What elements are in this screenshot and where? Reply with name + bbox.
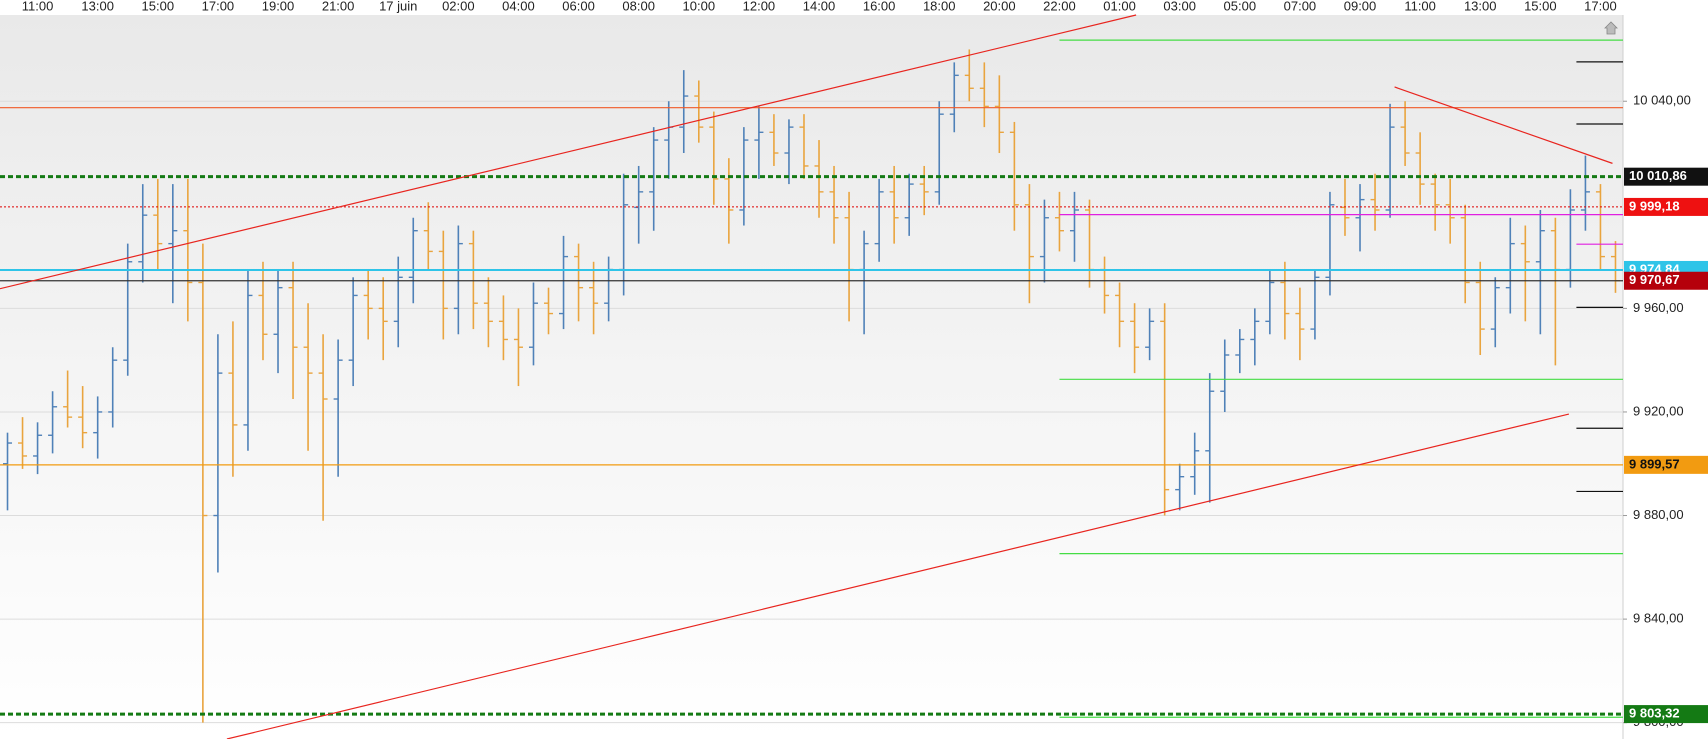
- price-tag-label: 9 899,57: [1629, 456, 1680, 471]
- bars: [3, 49, 1620, 723]
- axes: 10 040,00 9 960,00 9 920,00 9 880,00 9 840,0…: [22, 0, 1708, 729]
- y-tick-label: 9 960,00: [1633, 300, 1684, 315]
- x-tick-label: 11:00: [1404, 0, 1436, 13]
- x-tick-label: 18:00: [923, 0, 956, 13]
- home-button[interactable]: [1604, 21, 1618, 35]
- x-tick-label: 07:00: [1284, 0, 1317, 13]
- y-tick-label: 9 920,00: [1633, 403, 1684, 418]
- x-tick-label: 06:00: [562, 0, 595, 13]
- y-tick-label: 9 840,00: [1633, 611, 1684, 626]
- x-tick-label: 14:00: [803, 0, 836, 13]
- x-tick-label: 01:00: [1103, 0, 1136, 13]
- price-tag: [1624, 271, 1708, 290]
- x-tick-label: 22:00: [1043, 0, 1076, 13]
- x-tick-label: 15:00: [1524, 0, 1557, 13]
- price-axis-background: [1623, 15, 1708, 739]
- drawings: [0, 14, 1623, 739]
- x-tick-label: 21:00: [322, 0, 355, 13]
- grid: [0, 100, 1623, 724]
- x-tick-label: 17:00: [202, 0, 235, 13]
- x-tick-label: 02:00: [442, 0, 475, 13]
- x-tick-label: 09:00: [1344, 0, 1377, 13]
- price-tag-label: 9 999,18: [1629, 198, 1680, 213]
- y-tick-label: 10 040,00: [1633, 93, 1691, 108]
- x-tick-label: 11:00: [22, 0, 54, 13]
- price-tag: [1624, 167, 1708, 186]
- price-tag: [1624, 455, 1708, 474]
- price-tag: [1624, 197, 1708, 216]
- x-tick-label: 17:00: [1584, 0, 1617, 13]
- price-tag-label: 9 970,67: [1629, 272, 1680, 287]
- x-tick-label: 04:00: [502, 0, 535, 13]
- trend-line: [0, 14, 1137, 290]
- x-tick-label: 13:00: [1464, 0, 1497, 13]
- x-tick-label: 03:00: [1163, 0, 1196, 13]
- y-tick-label: 9 880,00: [1633, 507, 1684, 522]
- x-tick-label: 19:00: [262, 0, 295, 13]
- x-tick-label: 05:00: [1224, 0, 1257, 13]
- trend-line: [1394, 86, 1613, 164]
- x-tick-label: 13:00: [81, 0, 114, 13]
- x-tick-label: 16:00: [863, 0, 896, 13]
- x-tick-label: 20:00: [983, 0, 1016, 13]
- price-tag: [1624, 705, 1708, 724]
- time-axis-background: [0, 0, 1708, 15]
- x-tick-label: 17 juin: [379, 0, 417, 13]
- x-tick-label: 12:00: [743, 0, 776, 13]
- trend-line: [226, 413, 1570, 739]
- price-tag-label: 9 803,32: [1629, 706, 1680, 721]
- x-tick-label: 15:00: [142, 0, 175, 13]
- plot-background: [0, 15, 1623, 739]
- x-tick-label: 08:00: [622, 0, 655, 13]
- x-tick-label: 10:00: [683, 0, 716, 13]
- price-tag-label: 10 010,86: [1629, 168, 1687, 183]
